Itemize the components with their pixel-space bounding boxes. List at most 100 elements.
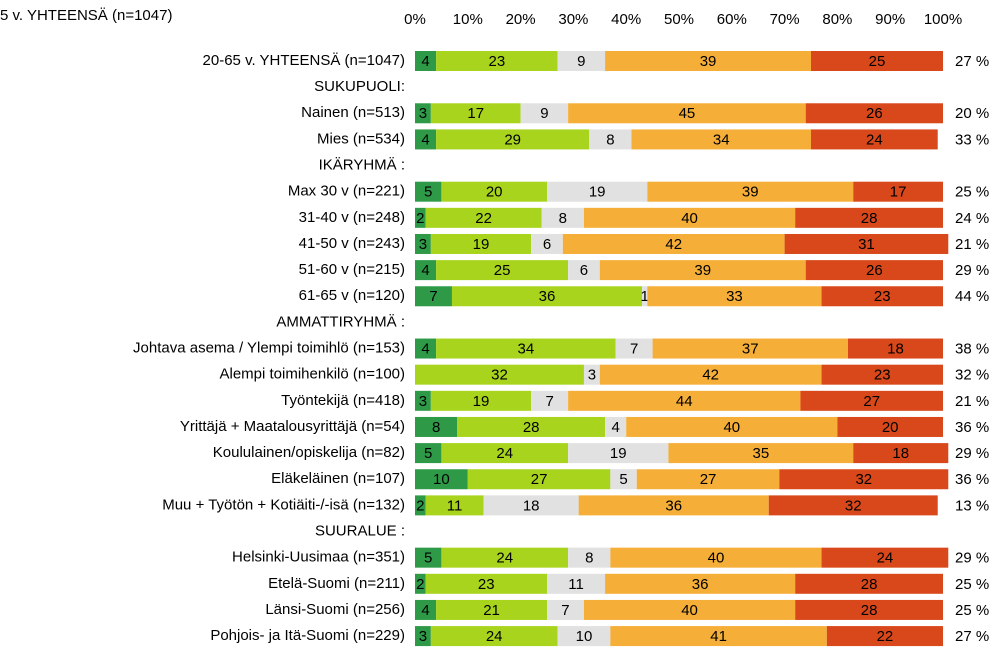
bar-segment [800, 390, 943, 411]
bar-segment [441, 443, 569, 464]
net-label: 38 % [955, 341, 989, 358]
bar-segment [425, 495, 484, 516]
bar-segment [436, 599, 547, 620]
value-label: 26 [866, 262, 883, 279]
category-label: Helsinki-Uusimaa (n=351) [232, 549, 405, 566]
bar-segment [430, 626, 558, 647]
value-label: 21 [483, 602, 500, 619]
bar-segment [415, 469, 468, 490]
value-label: 27 [531, 471, 548, 488]
value-label: 5 [619, 471, 627, 488]
value-label: 40 [681, 210, 698, 227]
value-label: 27 [863, 393, 880, 410]
value-label: 19 [610, 445, 627, 462]
value-label: 40 [708, 550, 725, 567]
value-label: 37 [742, 341, 759, 358]
value-label: 29 [504, 131, 521, 148]
value-label: 11 [568, 576, 584, 593]
net-label: 25 % [955, 184, 989, 201]
bar-segment [415, 51, 437, 71]
value-label: 33 [726, 288, 743, 305]
value-label: 18 [887, 341, 904, 358]
value-label: 20 [882, 419, 899, 436]
value-label: 19 [473, 393, 490, 410]
value-label: 40 [723, 419, 740, 436]
value-label: 4 [421, 53, 429, 70]
bar-segment [853, 181, 943, 202]
category-label: 61-65 v (n=120) [299, 287, 405, 304]
bar-segment [415, 390, 431, 411]
bar-segment [821, 547, 949, 568]
value-label: 39 [742, 184, 759, 201]
value-label: 22 [877, 628, 894, 645]
value-label: 42 [702, 367, 719, 384]
bar-segment [615, 338, 653, 359]
x-tick-label: 40% [611, 11, 641, 28]
category-label: SUURALUE : [315, 522, 405, 539]
value-label: 9 [540, 105, 548, 122]
category-label: AMMATTIRYHMÄ : [276, 313, 405, 330]
value-label: 39 [694, 262, 711, 279]
net-label: 33 % [955, 131, 989, 148]
net-label: 25 % [955, 576, 989, 593]
x-tick-label: 60% [717, 11, 747, 28]
value-label: 10 [433, 471, 450, 488]
bar-segment [768, 495, 938, 516]
value-label: 34 [713, 131, 730, 148]
bar-segment [415, 547, 442, 568]
bar-segment [631, 129, 811, 150]
category-label: Koululainen/opiskelija (n=82) [213, 444, 405, 461]
bar-segment [568, 260, 600, 281]
net-label: 27 % [955, 53, 989, 70]
value-label: 2 [416, 210, 424, 227]
bar-segment [415, 207, 426, 228]
bar-segment [795, 573, 943, 594]
bar-segment [557, 51, 606, 71]
bar-segment [568, 443, 669, 464]
value-label: 7 [561, 602, 569, 619]
bar-segment [415, 416, 458, 437]
value-label: 4 [421, 602, 429, 619]
value-label: 18 [892, 445, 909, 462]
value-label: 34 [518, 341, 535, 358]
bar-segment [531, 390, 569, 411]
value-label: 7 [545, 393, 553, 410]
bar-segment [583, 207, 796, 228]
bar-segment [605, 416, 627, 437]
value-label: 9 [577, 53, 585, 70]
net-label: 27 % [955, 628, 989, 645]
value-label: 8 [606, 131, 614, 148]
bar-segment [451, 286, 643, 307]
bar-segment [547, 181, 648, 202]
x-tick-label: 90% [875, 11, 905, 28]
bar-segment [483, 495, 579, 516]
bar-segment [467, 469, 611, 490]
value-label: 25 [494, 262, 511, 279]
value-label: 32 [491, 367, 508, 384]
value-label: 36 [692, 576, 709, 593]
value-label: 23 [874, 367, 891, 384]
value-label: 5 [424, 445, 432, 462]
category-label: IKÄRYHMÄ : [319, 157, 405, 174]
x-tick-label: 30% [558, 11, 588, 28]
value-label: 4 [421, 131, 429, 148]
value-label: 42 [665, 236, 682, 253]
category-label: Alempi toimihenkilö (n=100) [219, 366, 405, 383]
value-label: 24 [877, 550, 894, 567]
bar-segment [415, 103, 431, 124]
value-label: 8 [585, 550, 593, 567]
bar-segment [430, 233, 532, 254]
bar-segment [837, 416, 943, 437]
bar-segment [578, 495, 769, 516]
value-label: 32 [845, 497, 862, 514]
category-label: 20-65 v. YHTEENSÄ (n=1047) [203, 52, 405, 69]
bar-segment [436, 129, 590, 150]
bar-segment [415, 260, 437, 281]
value-label: 5 [424, 184, 432, 201]
bar-segment [795, 207, 943, 228]
x-tick-label: 20% [506, 11, 536, 28]
bar-segment [821, 364, 943, 385]
value-label: 41 [710, 628, 727, 645]
bar-segment [562, 233, 785, 254]
bar-segment [568, 103, 806, 124]
